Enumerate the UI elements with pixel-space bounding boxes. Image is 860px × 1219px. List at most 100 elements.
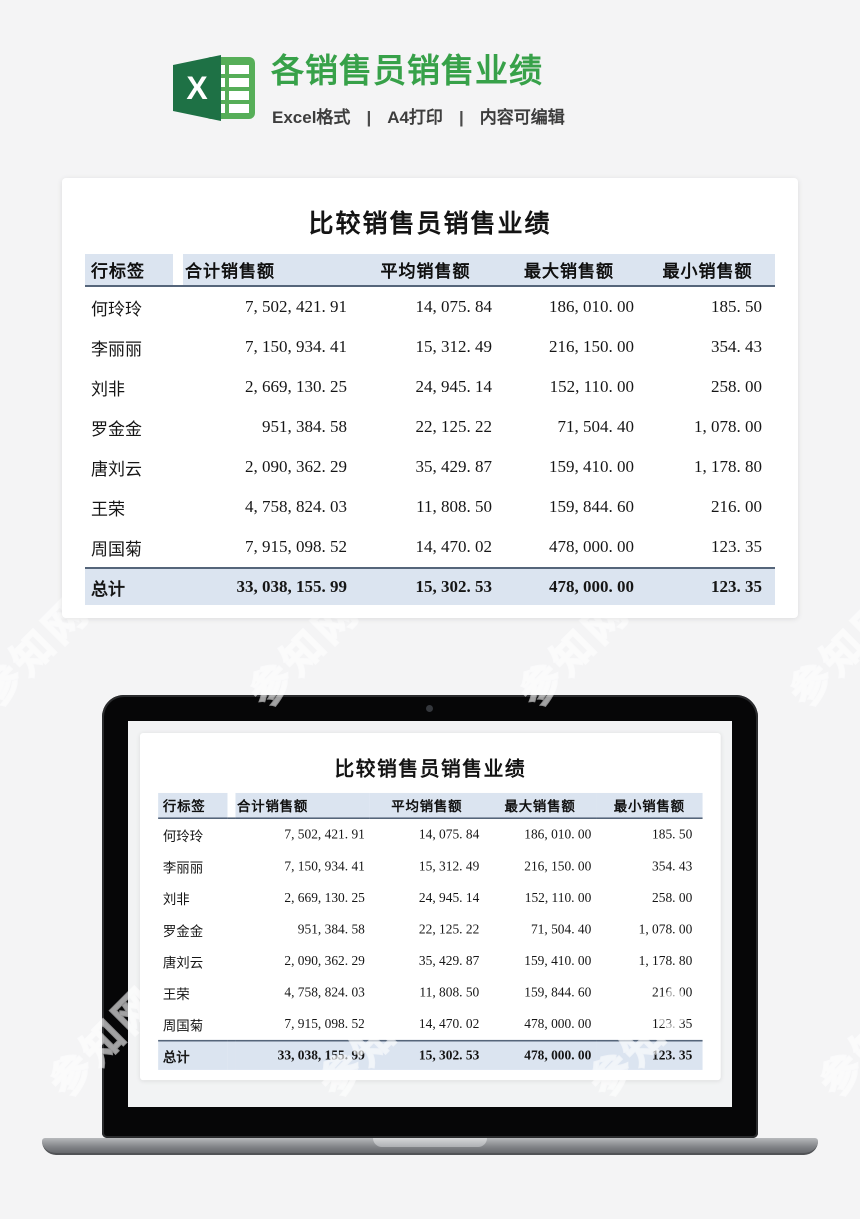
- column-header-min: 最小销售额: [640, 254, 775, 287]
- table-row: 李丽丽 7, 150, 934. 41 15, 312. 49 216, 150. 0…: [158, 851, 702, 883]
- value-cell: 216, 150. 00: [524, 858, 592, 874]
- table-body: 何玲玲 7, 502, 421. 91 14, 075. 84 186, 010. 0…: [158, 819, 703, 1070]
- value-cell: 354. 43: [652, 858, 693, 874]
- subtitle-separator: |: [458, 108, 464, 127]
- value-cell: 11, 808. 50: [416, 497, 492, 516]
- value-cell: 2, 669, 130. 25: [245, 377, 347, 396]
- column-gap: [173, 254, 183, 287]
- value-cell: 186, 010. 00: [549, 297, 634, 316]
- column-header-min: 最小销售额: [596, 792, 703, 820]
- column-gap: [228, 977, 236, 1009]
- subtitle-editable: 内容可编辑: [479, 108, 565, 127]
- row-label: 总计: [85, 567, 173, 605]
- table-body: 何玲玲 7, 502, 421. 91 14, 075. 84 186, 010. 0…: [85, 287, 775, 605]
- row-label: 罗金金: [91, 419, 142, 439]
- value-cell: 4, 758, 824. 03: [245, 497, 347, 516]
- value-cell: 951, 384. 58: [297, 921, 365, 937]
- value-cell: 35, 429. 87: [415, 457, 493, 476]
- subtitle-separator: |: [366, 108, 372, 127]
- row-label: 唐刘云: [91, 459, 142, 479]
- row-label: 王荣: [91, 499, 125, 519]
- value-cell: 7, 502, 421. 91: [284, 826, 365, 842]
- value-cell: 7, 915, 098. 52: [245, 537, 347, 556]
- value-cell: 11, 808. 50: [419, 984, 480, 1000]
- table-row: 何玲玲 7, 502, 421. 91 14, 075. 84 186, 010. 0…: [85, 287, 775, 327]
- table-total-row: 总计 33, 038, 155. 99 15, 302. 53 478, 000. 0…: [85, 567, 775, 605]
- sales-table: 行标签 合计销售额 平均销售额 最大销售额 最小销售额 何玲玲 7, 502, 4…: [85, 254, 775, 605]
- table-row: 罗金金 951, 384. 58 22, 125. 22 71, 504. 40 1, …: [158, 914, 702, 946]
- sales-table: 行标签 合计销售额 平均销售额 最大销售额 最小销售额 何玲玲 7, 502, 4…: [158, 792, 703, 1070]
- row-label: 李丽丽: [91, 339, 142, 359]
- value-cell: 14, 075. 84: [415, 297, 493, 316]
- column-gap: [173, 447, 183, 487]
- value-cell: 71, 504. 40: [557, 417, 635, 436]
- value-cell: 216, 150. 00: [549, 337, 634, 356]
- laptop-webcam-dot: [426, 705, 433, 712]
- row-label: 何玲玲: [162, 828, 204, 844]
- column-gap: [173, 287, 183, 327]
- table-row: 刘非 2, 669, 130. 25 24, 945. 14 152, 110. 00…: [85, 367, 775, 407]
- subtitle-print: A4打印: [387, 108, 443, 127]
- row-label: 刘非: [162, 891, 190, 907]
- row-label: 总计: [158, 1039, 228, 1070]
- column-gap: [227, 792, 236, 820]
- table-total-row: 总计 33, 038, 155. 99 15, 302. 53 478, 000. 0…: [158, 1039, 703, 1070]
- value-cell: 478, 000. 00: [524, 1016, 592, 1032]
- value-cell: 159, 844. 60: [524, 984, 592, 1000]
- table-header-row: 行标签 合计销售额 平均销售额 最大销售额 最小销售额: [85, 254, 775, 287]
- column-gap: [173, 367, 183, 407]
- column-gap: [228, 945, 236, 977]
- value-cell: 185. 50: [652, 826, 693, 842]
- value-cell: 1, 078. 00: [694, 417, 762, 436]
- page-header: X 各销售员销售业绩 Excel格式 | A4打印 | 内容可编辑: [0, 0, 860, 150]
- value-cell: 159, 844. 60: [549, 497, 634, 516]
- column-header-max: 最大销售额: [498, 254, 640, 287]
- table-row: 王荣 4, 758, 824. 03 11, 808. 50 159, 844. 60…: [158, 977, 702, 1009]
- value-cell: 4, 758, 824. 03: [284, 984, 365, 1000]
- table-row: 王荣 4, 758, 824. 03 11, 808. 50 159, 844. 60…: [85, 487, 775, 527]
- value-cell: 14, 470. 02: [418, 1016, 480, 1032]
- column-gap: [173, 407, 183, 447]
- value-cell: 7, 502, 421. 91: [245, 297, 347, 316]
- value-cell: 22, 125. 22: [415, 417, 493, 436]
- value-cell: 22, 125. 22: [418, 921, 480, 937]
- row-label: 罗金金: [162, 923, 204, 939]
- value-cell: 185. 50: [711, 297, 762, 316]
- value-cell: 152, 110. 00: [524, 890, 592, 906]
- column-gap: [173, 327, 183, 367]
- value-cell: 1, 078. 00: [638, 921, 693, 937]
- value-cell: 33, 038, 155. 99: [235, 1039, 370, 1070]
- value-cell: 123. 35: [596, 1039, 703, 1070]
- table-row: 唐刘云 2, 090, 362. 29 35, 429. 87 159, 410. 0…: [158, 945, 702, 977]
- value-cell: 24, 945. 14: [415, 377, 493, 396]
- value-cell: 951, 384. 58: [262, 417, 347, 436]
- template-subtitle: Excel格式 | A4打印 | 内容可编辑: [272, 103, 832, 128]
- value-cell: 478, 000. 00: [498, 567, 640, 605]
- value-cell: 258. 00: [652, 890, 693, 906]
- table-row: 唐刘云 2, 090, 362. 29 35, 429. 87 159, 410. 0…: [85, 447, 775, 487]
- column-gap: [173, 527, 183, 567]
- value-cell: 216. 00: [711, 497, 762, 516]
- value-cell: 152, 110. 00: [549, 377, 634, 396]
- column-header-row-label: 行标签: [85, 254, 173, 287]
- value-cell: 2, 090, 362. 29: [245, 457, 347, 476]
- column-gap: [227, 1039, 236, 1070]
- row-label: 唐刘云: [162, 955, 204, 971]
- laptop-screen-content: 比较销售员销售业绩 行标签 合计销售额: [140, 733, 721, 1081]
- value-cell: 1, 178. 80: [638, 953, 693, 969]
- template-title: 各销售员销售业绩: [271, 52, 543, 89]
- value-cell: 2, 669, 130. 25: [284, 890, 365, 906]
- value-cell: 478, 000. 00: [549, 537, 634, 556]
- value-cell: 258. 00: [711, 377, 762, 396]
- value-cell: 123. 35: [711, 537, 762, 556]
- column-gap: [173, 567, 183, 605]
- preview-card-laptop: 比较销售员销售业绩 行标签 合计销售额: [140, 733, 721, 1081]
- value-cell: 7, 915, 098. 52: [284, 1016, 365, 1032]
- column-gap: [228, 1008, 236, 1040]
- value-cell: 7, 150, 934. 41: [284, 858, 365, 874]
- value-cell: 35, 429. 87: [418, 953, 480, 969]
- value-cell: 354. 43: [711, 337, 762, 356]
- column-gap: [228, 882, 236, 914]
- laptop-bezel: 比较销售员销售业绩 行标签 合计销售额: [102, 695, 758, 1138]
- value-cell: 15, 302. 53: [353, 567, 498, 605]
